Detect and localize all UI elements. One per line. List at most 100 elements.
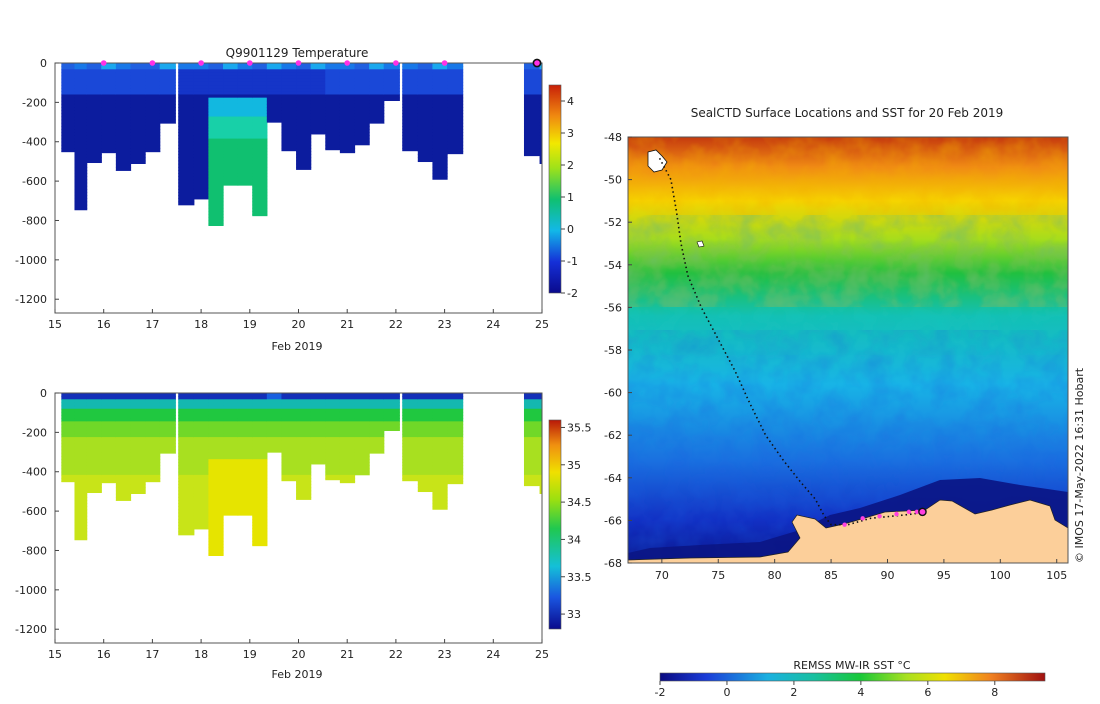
profile-cell — [208, 85, 224, 89]
profile-cell — [208, 437, 224, 441]
profile-cell — [369, 449, 385, 454]
profile-cell — [86, 462, 102, 467]
profile-cell — [310, 63, 326, 67]
map-y-tick-label: -52 — [604, 216, 622, 229]
profile-cell — [208, 478, 224, 482]
profile-cell — [383, 81, 400, 86]
profile-cell — [86, 144, 102, 149]
profile-cell — [369, 446, 385, 451]
profile-cell — [252, 160, 268, 165]
profile-cell — [223, 443, 239, 448]
profile-cell — [369, 119, 385, 124]
profile-cell — [296, 129, 312, 133]
profile-cell — [339, 151, 356, 154]
profile-cell — [523, 135, 541, 140]
colorbar-tick-label: -2 — [567, 287, 578, 300]
profile-cell — [159, 396, 176, 400]
profile-cell — [523, 446, 541, 451]
profile-cell — [417, 433, 434, 438]
profile-cell — [539, 443, 542, 448]
profile-cell — [193, 474, 210, 479]
profile-cell — [130, 433, 146, 438]
profile-cell — [223, 399, 239, 404]
profile-cell — [325, 408, 341, 413]
profile-cell — [159, 110, 176, 114]
profile-cell — [339, 443, 356, 448]
profile-cell — [237, 170, 253, 174]
profile-cell — [523, 132, 541, 137]
profile-cell — [159, 415, 176, 419]
profile-cell — [61, 440, 76, 444]
profile-cell — [447, 72, 464, 77]
profile-cell — [539, 151, 542, 155]
profile-cell — [252, 176, 268, 181]
profile-cell — [296, 437, 312, 441]
profile-cell — [178, 75, 195, 80]
profile-cell — [61, 437, 76, 441]
profile-cell — [523, 66, 541, 70]
profile-cell — [115, 125, 132, 130]
profile-cell — [296, 107, 312, 111]
profile-cell — [310, 396, 326, 400]
profile-cell — [86, 487, 102, 492]
profile-cell — [159, 75, 176, 80]
profile-cell — [61, 396, 76, 400]
profile-cell — [115, 148, 132, 152]
profile-cell — [130, 154, 146, 159]
profile-cell — [115, 487, 132, 492]
profile-cell — [281, 459, 297, 463]
profile-cell — [354, 135, 370, 140]
profile-cell — [101, 69, 117, 74]
profile-cell — [178, 144, 195, 149]
profile-cell — [523, 91, 541, 96]
profile-cell — [193, 157, 210, 162]
profile-cell — [208, 160, 224, 165]
profile-cell — [310, 72, 326, 77]
profile-cell — [296, 474, 312, 479]
profile-cell — [208, 119, 224, 124]
profile-cell — [74, 157, 88, 162]
profile-cell — [208, 534, 224, 539]
profile-cell — [145, 462, 161, 467]
x-tick-label: 17 — [145, 318, 159, 331]
profile-cell — [130, 103, 146, 108]
profile-cell — [208, 408, 224, 413]
profile-cell — [208, 418, 224, 422]
profile-cell — [296, 163, 312, 168]
profile-cell — [432, 484, 448, 489]
profile-cell — [402, 132, 419, 137]
map-x-tick-label: 70 — [655, 569, 669, 582]
profile-cell — [178, 405, 195, 410]
profile-cell — [417, 443, 434, 448]
profile-cell — [130, 160, 146, 164]
profile-cell — [208, 220, 224, 225]
profile-cell — [130, 135, 146, 140]
profile-cell — [145, 478, 161, 482]
profile-cell — [74, 138, 88, 143]
profile-cell — [539, 449, 542, 454]
profile-cell — [432, 478, 448, 482]
profile-cell — [86, 433, 102, 438]
profile-cell — [417, 408, 434, 413]
profile-cell — [417, 396, 434, 400]
profile-cell — [101, 465, 117, 470]
profile-cell — [523, 141, 541, 146]
profile-cell — [417, 157, 434, 162]
profile-cell — [61, 462, 76, 467]
profile-cell — [281, 468, 297, 473]
profile-cell — [523, 399, 541, 404]
profile-cell — [432, 430, 448, 435]
profile-cell — [74, 100, 88, 105]
profile-cell — [74, 176, 88, 181]
profile-cell — [193, 173, 210, 177]
profile-cell — [523, 405, 541, 410]
profile-cell — [74, 443, 88, 448]
profile-cell — [115, 157, 132, 162]
profile-cell — [539, 411, 542, 416]
profile-cell — [208, 537, 224, 542]
profile-cell — [193, 103, 210, 108]
profile-cell — [115, 449, 132, 454]
profile-cell — [402, 418, 419, 422]
profile-cell — [252, 503, 268, 507]
profile-cell — [523, 459, 541, 463]
